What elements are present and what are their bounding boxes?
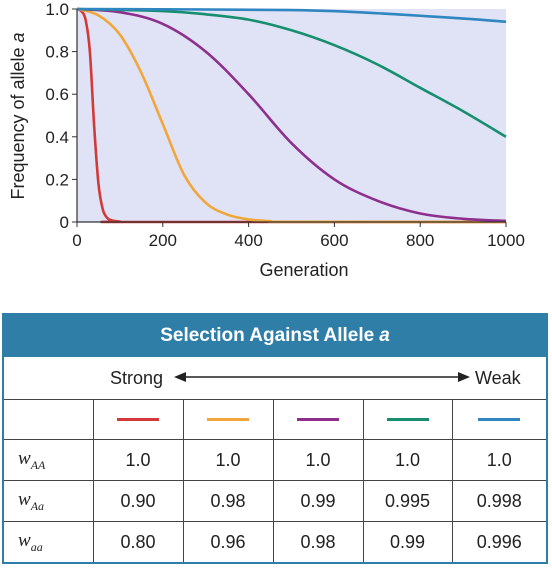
swatch-cell <box>451 399 546 440</box>
row-label-genotype: aa <box>30 539 43 554</box>
y-axis-label-italic: a <box>8 32 28 42</box>
y-tick-label: 0.6 <box>45 85 69 104</box>
selection-legend-panel: Selection Against Allele a Strong Weak wA… <box>2 313 548 564</box>
row-label-w: w <box>18 447 31 469</box>
strength-scale-row: Strong Weak <box>4 357 546 400</box>
table-row: wAa 0.90 0.98 0.99 0.995 0.998 <box>4 480 546 522</box>
y-tick-label: 0.4 <box>45 128 69 147</box>
allele-frequency-chart: 0 200 400 600 800 1000 0 0.2 0.4 0.6 0.8 1.0 Genera… <box>8 0 525 280</box>
x-tick-label: 1000 <box>487 231 525 250</box>
table-cell: 1.0 <box>362 439 453 481</box>
row-label-genotype: Aa <box>30 498 45 513</box>
scale-weak-label: Weak <box>475 368 521 388</box>
y-tick-label: 0.8 <box>45 43 69 62</box>
row-label-w: w <box>18 529 31 551</box>
x-tick-label: 0 <box>72 231 81 250</box>
tick-layer: 0 200 400 600 800 1000 0 0.2 0.4 0.6 0.8 1.0 <box>45 0 525 250</box>
table-cell: 0.96 <box>182 521 274 562</box>
y-tick-label: 0 <box>60 213 69 232</box>
series-line-3 <box>76 7 507 223</box>
swatch-cell <box>92 399 184 440</box>
table-row: waa 0.80 0.96 0.98 0.99 0.996 <box>4 521 546 562</box>
table-cell: 0.998 <box>451 480 546 522</box>
scale-strong-label: Strong <box>110 368 164 388</box>
line-swatch <box>297 418 339 422</box>
row-label: waa <box>4 521 94 562</box>
panel-title: Selection Against Allele a <box>4 315 546 357</box>
table-row: wAA 1.0 1.0 1.0 1.0 1.0 <box>4 439 546 481</box>
x-tick-label: 400 <box>234 231 262 250</box>
swatch-cell <box>362 399 453 440</box>
line-swatch <box>117 418 159 422</box>
panel-title-main: Selection Against Allele <box>160 325 375 346</box>
y-tick-label: 0.2 <box>45 170 69 189</box>
x-axis-label: Generation <box>259 260 348 280</box>
table-cell: 0.98 <box>182 480 274 522</box>
line-swatch <box>478 418 521 422</box>
swatch-cell <box>272 399 364 440</box>
swatch-row <box>4 399 546 440</box>
series-line-5 <box>76 7 507 24</box>
table-cell: 0.99 <box>272 480 364 522</box>
table-cell: 0.90 <box>92 480 184 522</box>
x-tick-label: 600 <box>320 231 348 250</box>
table-cell: 0.98 <box>272 521 364 562</box>
table-cell: 1.0 <box>92 439 184 481</box>
line-swatch <box>207 418 249 422</box>
line-swatch <box>386 418 429 422</box>
panel-title-allele: a <box>379 325 390 346</box>
table-cell: 1.0 <box>272 439 364 481</box>
table-corner <box>4 399 94 440</box>
table-cell: 0.80 <box>92 521 184 562</box>
x-tick-label: 800 <box>406 231 434 250</box>
swatch-cell <box>182 399 274 440</box>
table-cell: 0.99 <box>362 521 453 562</box>
y-tick-label: 1.0 <box>45 0 69 19</box>
y-axis-label: Frequency of allele a <box>8 32 28 199</box>
table-cell: 0.996 <box>451 521 546 562</box>
table-cell: 0.995 <box>362 480 453 522</box>
plot-area <box>77 9 506 222</box>
fitness-table: wAA 1.0 1.0 1.0 1.0 1.0 wAa 0.90 0.98 0.… <box>4 399 546 562</box>
row-label: wAA <box>4 439 94 481</box>
row-label-w: w <box>18 488 31 510</box>
series-line-4 <box>76 7 507 138</box>
row-label-genotype: AA <box>30 457 46 472</box>
table-cell: 1.0 <box>182 439 274 481</box>
row-label: wAa <box>4 480 94 522</box>
y-axis-label-main: Frequency of allele <box>8 42 28 199</box>
double-arrow-icon <box>174 372 470 382</box>
x-tick-label: 200 <box>149 231 177 250</box>
table-cell: 1.0 <box>451 439 546 481</box>
